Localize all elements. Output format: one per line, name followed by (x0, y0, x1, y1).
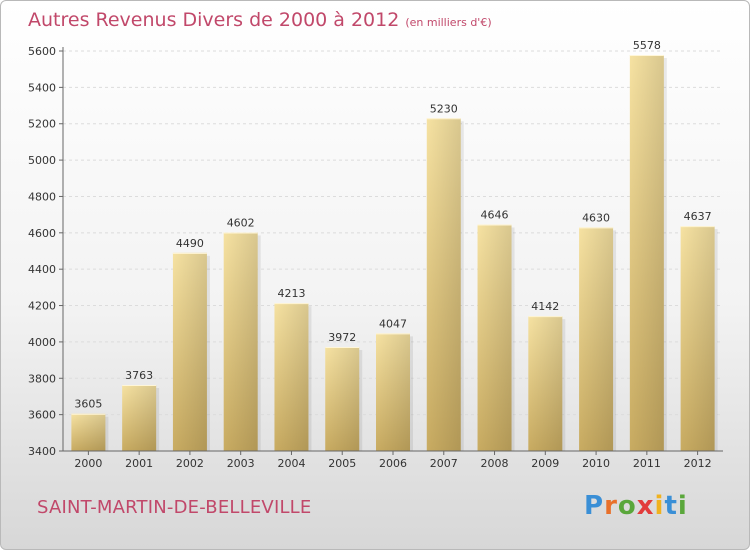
y-tick-label: 5400 (28, 81, 56, 94)
bar-shade (274, 303, 309, 451)
bar-shade (172, 252, 207, 451)
y-tick-label: 4400 (28, 263, 56, 276)
value-label: 4646 (481, 208, 509, 221)
bar-shade (579, 227, 614, 451)
bar-shade (528, 316, 563, 451)
value-label: 4490 (176, 237, 204, 250)
chart-title-text: Autres Revenus Divers de 2000 à 2012 (28, 9, 400, 31)
x-tick-label: 2002 (176, 457, 204, 470)
x-tick-label: 2012 (684, 457, 712, 470)
x-tick-label: 2000 (74, 457, 102, 470)
logo-letter: x (636, 491, 655, 521)
value-label: 5230 (430, 102, 458, 115)
y-tick-label: 3800 (28, 372, 56, 385)
x-tick-label: 2004 (277, 457, 305, 470)
x-tick-label: 2001 (125, 457, 153, 470)
y-tick-label: 4800 (28, 190, 56, 203)
value-label: 3763 (125, 369, 153, 382)
bar-shade (122, 385, 157, 451)
x-tick-label: 2008 (481, 457, 509, 470)
place-name: SAINT-MARTIN-DE-BELLEVILLE (37, 497, 312, 518)
axes: 3400 3600 3800 4000 4200 4400 4600 4800 5000 5200… (28, 45, 723, 470)
value-label: 4142 (531, 300, 559, 313)
x-tick-label: 2010 (582, 457, 610, 470)
bar-shade (223, 232, 258, 451)
bar-shade (376, 333, 410, 451)
logo-letter: i (654, 491, 665, 521)
logo-letter: t (664, 491, 678, 521)
bar-shade (629, 55, 664, 451)
value-label: 4637 (684, 210, 712, 223)
bar-shade (325, 347, 360, 451)
labels: 3605 3763 4490 4602 4213 3972 4047 5230 4646 4142… (74, 39, 711, 411)
value-label: 4047 (379, 317, 407, 330)
bar-shade (71, 413, 106, 451)
value-label: 3972 (328, 331, 356, 344)
value-label: 3605 (74, 398, 102, 411)
y-tick-label: 4200 (28, 300, 56, 313)
chart-title: Autres Revenus Divers de 2000 à 2012 (en … (28, 9, 492, 31)
value-label: 4630 (582, 211, 610, 224)
x-tick-label: 2006 (379, 457, 407, 470)
bar-shade (477, 224, 512, 451)
logo-letter: o (617, 491, 637, 521)
chart-unit: (en milliers d'€) (405, 16, 492, 29)
x-tick-label: 2009 (531, 457, 559, 470)
x-tick-label: 2005 (328, 457, 356, 470)
value-label: 4602 (227, 216, 255, 229)
logo-letter: i (677, 491, 688, 521)
y-tick-label: 5000 (28, 154, 56, 167)
bar-shade (680, 226, 715, 451)
y-tick-label: 5600 (28, 45, 56, 58)
bars (71, 55, 718, 451)
x-tick-label: 2003 (227, 457, 255, 470)
y-tick-label: 3600 (28, 409, 56, 422)
x-tick-label: 2011 (633, 457, 661, 470)
logo-letter: r (604, 491, 618, 521)
value-label: 5578 (633, 39, 661, 52)
x-tick-label: 2007 (430, 457, 458, 470)
logo-letter: P (584, 491, 605, 521)
y-tick-label: 4600 (28, 227, 56, 240)
y-tick-label: 4000 (28, 336, 56, 349)
y-tick-label: 5200 (28, 118, 56, 131)
value-label: 4213 (277, 287, 305, 300)
bar-shade (426, 118, 461, 451)
y-tick-label: 3400 (28, 445, 56, 458)
proxiti-logo: Proxiti (584, 491, 688, 521)
